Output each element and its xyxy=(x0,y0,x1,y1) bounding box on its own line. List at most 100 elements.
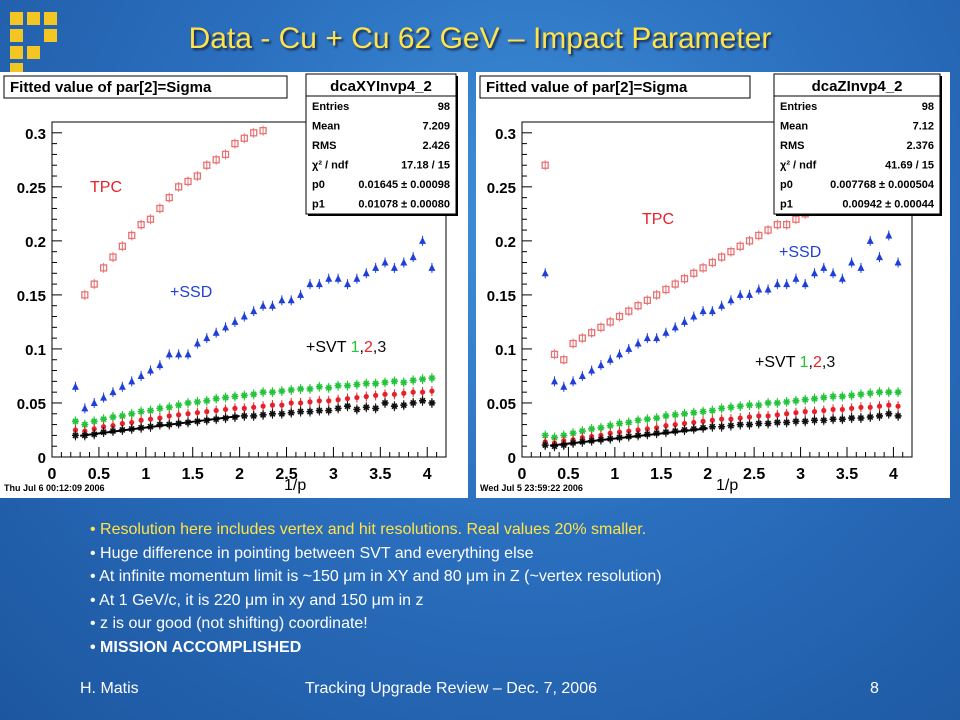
data-point xyxy=(137,371,145,379)
data-point xyxy=(606,355,614,363)
x-tick-label: 2 xyxy=(703,466,712,483)
label-svt-separator: , xyxy=(373,339,377,356)
data-point xyxy=(616,350,623,358)
data-point xyxy=(259,126,267,135)
data-point xyxy=(811,416,818,424)
data-point xyxy=(390,377,398,385)
y-tick-label: 0.3 xyxy=(25,126,46,143)
data-point xyxy=(184,399,192,407)
data-point xyxy=(334,404,342,412)
data-point xyxy=(334,382,342,390)
data-point xyxy=(671,280,679,288)
data-point xyxy=(569,429,577,437)
data-point xyxy=(719,416,725,422)
data-point xyxy=(829,415,837,423)
label-svt: +SVT 1,2,3 xyxy=(306,339,386,356)
data-point xyxy=(820,394,828,402)
data-point xyxy=(745,237,754,245)
data-point xyxy=(848,258,856,266)
data-point xyxy=(259,388,267,396)
data-point xyxy=(250,129,258,137)
data-point xyxy=(597,424,605,432)
data-point xyxy=(429,388,435,394)
data-point xyxy=(811,269,818,277)
data-point xyxy=(165,403,173,411)
data-point xyxy=(156,421,164,429)
data-point xyxy=(782,221,791,229)
x-tick-label: 3.5 xyxy=(369,466,391,483)
stats-value: 0.00942 ± 0.00044 xyxy=(842,199,935,211)
series-tpc xyxy=(81,125,267,300)
data-point xyxy=(288,400,294,406)
data-point xyxy=(783,398,791,406)
data-point xyxy=(866,389,874,397)
x-tick-label: 2.5 xyxy=(743,466,765,483)
data-point xyxy=(587,329,596,337)
x-tick-label: 1 xyxy=(141,466,150,483)
x-tick-label: 3 xyxy=(796,466,805,483)
data-point xyxy=(306,385,314,393)
data-point xyxy=(895,403,901,409)
bullet-list: Resolution here includes vertex and hit … xyxy=(90,518,910,660)
data-point xyxy=(551,377,558,385)
data-point xyxy=(128,377,136,385)
label-svt-svt: +SVT xyxy=(306,339,351,356)
data-point xyxy=(839,406,845,413)
panel-title: Fitted value of par[2]=Sigma xyxy=(10,79,212,96)
data-point xyxy=(109,413,117,421)
data-point xyxy=(193,398,201,406)
bullet-item: At infinite momentum limit is ~150 μm in… xyxy=(90,565,910,589)
data-point xyxy=(773,221,782,229)
data-point xyxy=(793,410,799,416)
data-point xyxy=(876,403,883,409)
chart-dca-z: Fitted value of par[2]=Sigma 0 0.05 0.1 0.15… xyxy=(479,73,942,494)
data-point xyxy=(699,264,707,272)
chart-dca-xy: Fitted value of par[2]=Sigma 0 0.05 0.1 0.15… xyxy=(3,73,458,494)
data-point xyxy=(857,390,865,398)
data-point xyxy=(91,426,97,432)
y-tick-label: 0.3 xyxy=(495,126,516,143)
data-point xyxy=(175,350,183,358)
data-point xyxy=(240,412,248,420)
data-point xyxy=(690,409,698,417)
data-point xyxy=(885,410,893,418)
stats-key: p0 xyxy=(312,179,325,191)
data-point xyxy=(820,263,828,271)
data-point xyxy=(90,417,98,425)
data-point xyxy=(885,388,893,396)
data-point xyxy=(251,404,257,410)
data-point xyxy=(626,428,632,434)
data-point xyxy=(857,263,865,271)
x-tick-label: 4 xyxy=(889,466,898,483)
data-point xyxy=(756,413,762,419)
data-point xyxy=(325,384,333,392)
y-tick-label: 0.25 xyxy=(487,180,516,197)
data-point xyxy=(700,418,706,424)
stats-value: 0.01645 ± 0.00098 xyxy=(358,179,450,191)
data-point xyxy=(858,404,864,410)
data-point xyxy=(297,408,305,416)
stats-value: 0.007768 ± 0.000504 xyxy=(830,179,935,191)
stats-value: 7.12 xyxy=(913,121,934,133)
label-svt-svt_3: 3 xyxy=(377,339,386,356)
data-point xyxy=(147,366,154,374)
data-point xyxy=(71,431,79,439)
data-point xyxy=(382,391,388,397)
data-point xyxy=(137,221,145,229)
data-point xyxy=(184,177,192,186)
data-point xyxy=(212,156,220,164)
data-point xyxy=(203,334,211,342)
data-point xyxy=(428,263,436,271)
data-point xyxy=(736,402,744,410)
data-point xyxy=(390,263,398,271)
data-point xyxy=(615,312,624,321)
x-tick-label: 3 xyxy=(329,466,338,483)
x-tick-label: 1 xyxy=(610,466,619,483)
data-point xyxy=(755,231,763,240)
stats-key: Entries xyxy=(780,101,817,113)
data-point xyxy=(607,430,613,436)
label-svt-separator: , xyxy=(809,354,813,371)
footer-author: H. Matis xyxy=(80,680,139,697)
data-point xyxy=(653,334,661,342)
data-point xyxy=(727,296,735,304)
